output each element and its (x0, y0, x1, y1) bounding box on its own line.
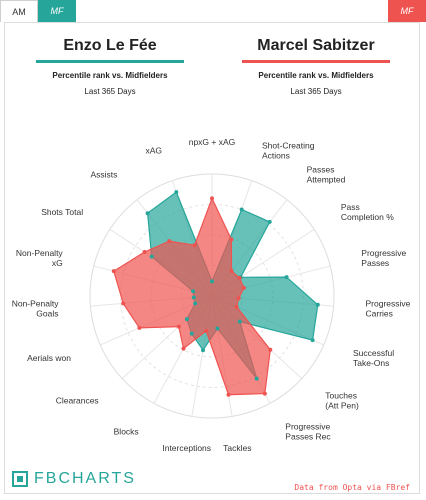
radar-point-series-2 (176, 324, 181, 329)
radar-category-label: Passes Attempted (307, 165, 346, 185)
player-2-period: Last 365 Days (290, 87, 342, 96)
radar-point-series-2 (229, 269, 234, 273)
radar-category-label: Assists (90, 170, 117, 180)
radar-point-series-2 (167, 239, 172, 244)
radar-category-label: xAG (145, 145, 162, 155)
radar-point-series-1 (284, 275, 289, 280)
radar-point-series-2 (236, 296, 241, 301)
radar-point-series-1 (210, 279, 214, 284)
radar-point-series-1 (237, 319, 242, 324)
radar-point-series-2 (137, 325, 142, 330)
radar-point-series-2 (229, 237, 234, 242)
radar-point-series-2 (234, 304, 239, 309)
radar-point-series-2 (237, 276, 242, 280)
radar-category-label: Progressive Carries (366, 299, 411, 319)
radar-category-label: Tackles (223, 443, 251, 453)
tab-am[interactable]: AM (0, 0, 38, 22)
radar-point-series-1 (174, 190, 179, 195)
radar-category-label: Non-Penalty xG (16, 248, 64, 268)
radar-point-series-2 (121, 301, 126, 306)
radar-point-series-1 (191, 295, 196, 300)
chart-frame (4, 22, 420, 494)
player-1-underline (36, 60, 184, 63)
radar-point-series-1 (191, 289, 196, 294)
radar-category-label: Progressive Passes (361, 248, 406, 268)
radar-point-series-2 (262, 391, 267, 396)
fbcharts-logo-text: FBCHARTS (34, 470, 136, 487)
player-2-name: Marcel Sabitzer (257, 37, 375, 54)
radar-category-label: npxG + xAG (189, 137, 236, 147)
tab-mf-right[interactable]: MF (388, 0, 426, 22)
radar-point-series-1 (201, 348, 205, 353)
radar-point-series-1 (184, 317, 189, 322)
radar-category-label: Interceptions (162, 443, 211, 453)
radar-point-series-2 (192, 243, 197, 248)
radar-point-series-1 (193, 301, 198, 306)
radar-point-series-2 (111, 269, 116, 274)
player-1-subtitle: Percentile rank vs. Midfielders (52, 71, 168, 80)
radar-point-series-1 (310, 338, 315, 343)
radar-point-series-2 (241, 285, 246, 290)
tab-mf-left[interactable]: MF (38, 0, 76, 22)
player-1-period: Last 365 Days (84, 87, 136, 96)
radar-point-series-2 (181, 346, 186, 351)
radar-point-series-1 (315, 302, 320, 307)
radar-point-series-2 (226, 392, 231, 397)
radar-point-series-2 (210, 196, 214, 201)
radar-category-label: Shot-Creating Actions (262, 140, 315, 160)
radar-point-series-2 (204, 328, 209, 333)
radar-category-label: Touches (Att Pen) (325, 390, 359, 410)
radar-category-label: Shots Total (41, 207, 83, 217)
radar-point-series-1 (239, 207, 244, 212)
radar-point-series-1 (254, 376, 259, 381)
player-2-underline (242, 60, 390, 63)
radar-point-series-2 (142, 250, 147, 254)
data-credit: Data from Opta via FBref (294, 483, 410, 492)
radar-category-label: Non-Penalty Goals (12, 299, 60, 319)
radar-category-label: Successful Take-Ons (353, 348, 394, 368)
radar-category-label: Clearances (56, 395, 99, 405)
fbcharts-logo: FBCHARTS (12, 470, 136, 488)
radar-category-label: Pass Completion % (341, 202, 394, 222)
radar-point-series-1 (189, 331, 194, 336)
player-1-name: Enzo Le Fée (63, 37, 157, 54)
radar-category-label: Blocks (114, 426, 139, 436)
radar-category-label: Progressive Passes Rec (285, 421, 331, 441)
radar-point-series-1 (267, 219, 272, 224)
player-2-subtitle: Percentile rank vs. Midfielders (258, 71, 374, 80)
fbcharts-logo-icon (12, 471, 28, 487)
radar-point-series-2 (268, 347, 273, 352)
radar-point-series-1 (145, 211, 150, 216)
radar-point-series-1 (215, 326, 220, 331)
radar-category-label: Aerials won (27, 353, 71, 363)
radar-point-series-1 (149, 254, 154, 259)
